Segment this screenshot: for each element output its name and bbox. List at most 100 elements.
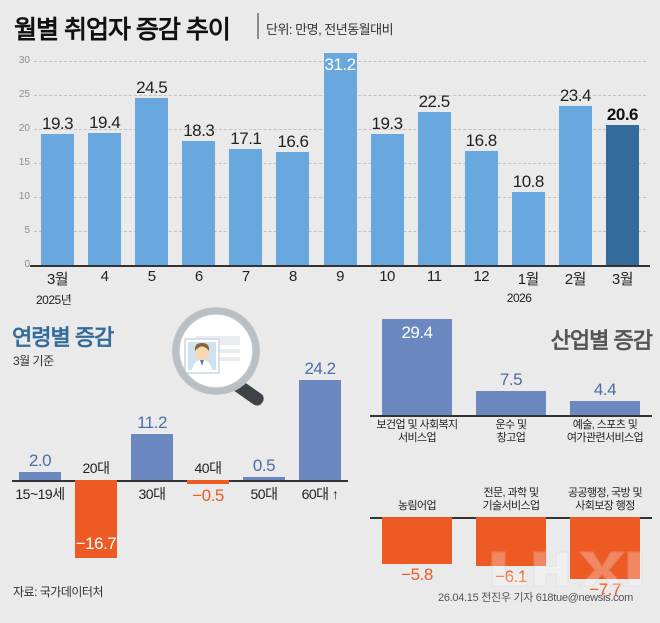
source-label: 자료: 국가데이터처: [13, 585, 104, 599]
age-category-label: 50대: [250, 486, 278, 502]
unit-subtitle: 단위: 만명, 전년동월대비: [266, 22, 394, 37]
monthly-x-label: 11: [426, 268, 442, 285]
age-bar: [19, 471, 61, 480]
y-axis-tick: 0: [24, 259, 30, 270]
monthly-bar-value: 18.3: [183, 120, 215, 140]
age-bar-value: 2.0: [28, 450, 52, 470]
age-bar: [131, 433, 173, 480]
magnifying-glass-illustration: [168, 306, 298, 411]
monthly-bar: [135, 98, 169, 265]
industry-negative-value: −6.1: [466, 567, 556, 587]
y-axis-tick: 15: [18, 157, 30, 168]
monthly-bar: [464, 150, 498, 265]
industry-positive-axis: [370, 415, 652, 417]
age-plot-area: 2.0 15~19세 −16.7 20대 11.2 30대 −0.5 40대 0.5 50대 24.…: [12, 359, 348, 562]
monthly-bar: [511, 191, 545, 265]
monthly-x-label: 7: [241, 268, 250, 285]
monthly-bar: [605, 124, 639, 265]
monthly-x-label: 2월: [564, 271, 587, 288]
industry-negative-bar: [476, 517, 546, 567]
monthly-x-label: 5: [147, 268, 156, 285]
age-bar: [299, 380, 341, 480]
monthly-x-label: 9: [336, 268, 344, 285]
monthly-year-label: 2026: [506, 291, 532, 305]
monthly-x-label: 3월: [46, 271, 69, 288]
monthly-x-axis: [30, 265, 650, 267]
y-axis-tick: 25: [18, 89, 30, 100]
monthly-x-label: 6: [194, 268, 203, 285]
monthly-bar-value: 19.3: [371, 113, 404, 133]
y-axis-tick: 5: [24, 225, 30, 236]
industry-section: 산업별 증감 29.4 보건업 및 사회복지 서비스업 7.5 운수 및 창고업 4.4 예술…: [370, 305, 660, 599]
industry-negative-label: 전문, 과학 및 기술서비스업: [482, 487, 540, 512]
age-bar-value: 0.5: [252, 456, 276, 475]
industry-positive-label: 보건업 및 사회복지 서비스업: [376, 419, 458, 444]
monthly-bar: [88, 133, 122, 265]
credit-line: 26.04.15 전진우 기자 618tue@newsis.com: [438, 592, 633, 604]
industry-positive-bar: [570, 400, 640, 415]
monthly-plot-area: 0 5 10 15 20 25 30 19.3 19.4 24.5 18.3 17.1 16.6 31.2…: [19, 52, 646, 270]
monthly-bar: [229, 148, 263, 265]
monthly-bar-value: 22.5: [418, 92, 451, 111]
monthly-x-label: 3월: [611, 271, 634, 288]
age-bar-value: −16.7: [75, 534, 117, 553]
age-bar-value: −0.5: [192, 486, 224, 505]
monthly-x-label: 1월: [517, 271, 540, 288]
monthly-employment-chart: 0 5 10 15 20 25 30 19.3 19.4 24.5 18.3 17.1 16.6 31.2…: [0, 52, 660, 307]
header: 월별 취업자 증감 추이 단위: 만명, 전년동월대비: [14, 10, 646, 44]
y-axis-tick: 30: [18, 55, 30, 66]
monthly-bar-value: 19.3: [42, 113, 74, 133]
monthly-bar: [558, 105, 592, 265]
monthly-bar: [417, 112, 451, 265]
age-zero-axis: [12, 480, 348, 482]
age-category-label: 40대: [194, 460, 222, 476]
monthly-bar-value: 31.2: [324, 54, 356, 74]
age-bar: [75, 480, 117, 558]
age-section-title: 연령별 증감: [12, 325, 114, 350]
age-bar-value: 24.2: [304, 359, 336, 378]
industry-negative-label: 공공행정, 국방 및 사회보장 행정: [567, 487, 643, 512]
age-category-label: 30대: [138, 486, 166, 502]
age-bar: [243, 477, 285, 480]
age-group-section: 연령별 증감 3월 기준 2.0 15~19세 −16.7 20대 11.2 30대 −0.…: [0, 312, 350, 582]
industry-positive-bar: [476, 390, 546, 415]
industry-positive-bar: [382, 319, 452, 415]
monthly-x-label: 4: [100, 268, 109, 285]
monthly-bar: [276, 152, 310, 265]
monthly-bar-value: 23.4: [559, 85, 592, 105]
industry-negative-bar: [570, 517, 640, 579]
monthly-bar-value: 17.1: [230, 128, 262, 148]
monthly-x-label: 8: [288, 268, 297, 285]
title-divider: [257, 13, 259, 39]
y-axis-tick: 20: [18, 123, 30, 134]
industry-positive-value: 4.4: [593, 379, 617, 399]
monthly-bar: [41, 133, 75, 265]
industry-section-title: 산업별 증감: [550, 328, 653, 353]
age-category-label: 60대 ↑: [301, 486, 339, 502]
monthly-year-label: 2025년: [36, 293, 72, 307]
age-section-subtitle: 3월 기준: [13, 354, 54, 368]
monthly-bar-value: 16.6: [277, 132, 309, 152]
monthly-x-label: 12: [473, 268, 490, 285]
page-title: 월별 취업자 증감 추이: [14, 16, 231, 44]
age-bar: [187, 480, 229, 484]
monthly-bar-value: 10.8: [512, 171, 545, 191]
industry-negative-label: 농림어업: [397, 500, 437, 512]
age-bar-value: 11.2: [137, 412, 167, 432]
monthly-bar: [182, 140, 216, 265]
monthly-bar: [323, 52, 357, 265]
monthly-bar-value: 20.6: [606, 104, 639, 124]
monthly-bar-value: 24.5: [136, 78, 168, 98]
industry-positive-label: 예술, 스포츠 및 여가관련서비스업: [566, 419, 644, 444]
industry-positive-value: 7.5: [499, 369, 523, 389]
monthly-bar-value: 16.8: [465, 130, 498, 150]
age-category-label: 20대: [82, 460, 110, 476]
monthly-x-label: 10: [379, 268, 395, 285]
monthly-bar: [370, 133, 404, 265]
industry-negative-value: −7.7: [589, 580, 621, 599]
age-category-label: 15~19세: [15, 486, 65, 502]
industry-negative-bar: [382, 517, 452, 564]
industry-positive-label: 운수 및 창고업: [495, 419, 527, 444]
newsis-watermark: [488, 548, 648, 592]
